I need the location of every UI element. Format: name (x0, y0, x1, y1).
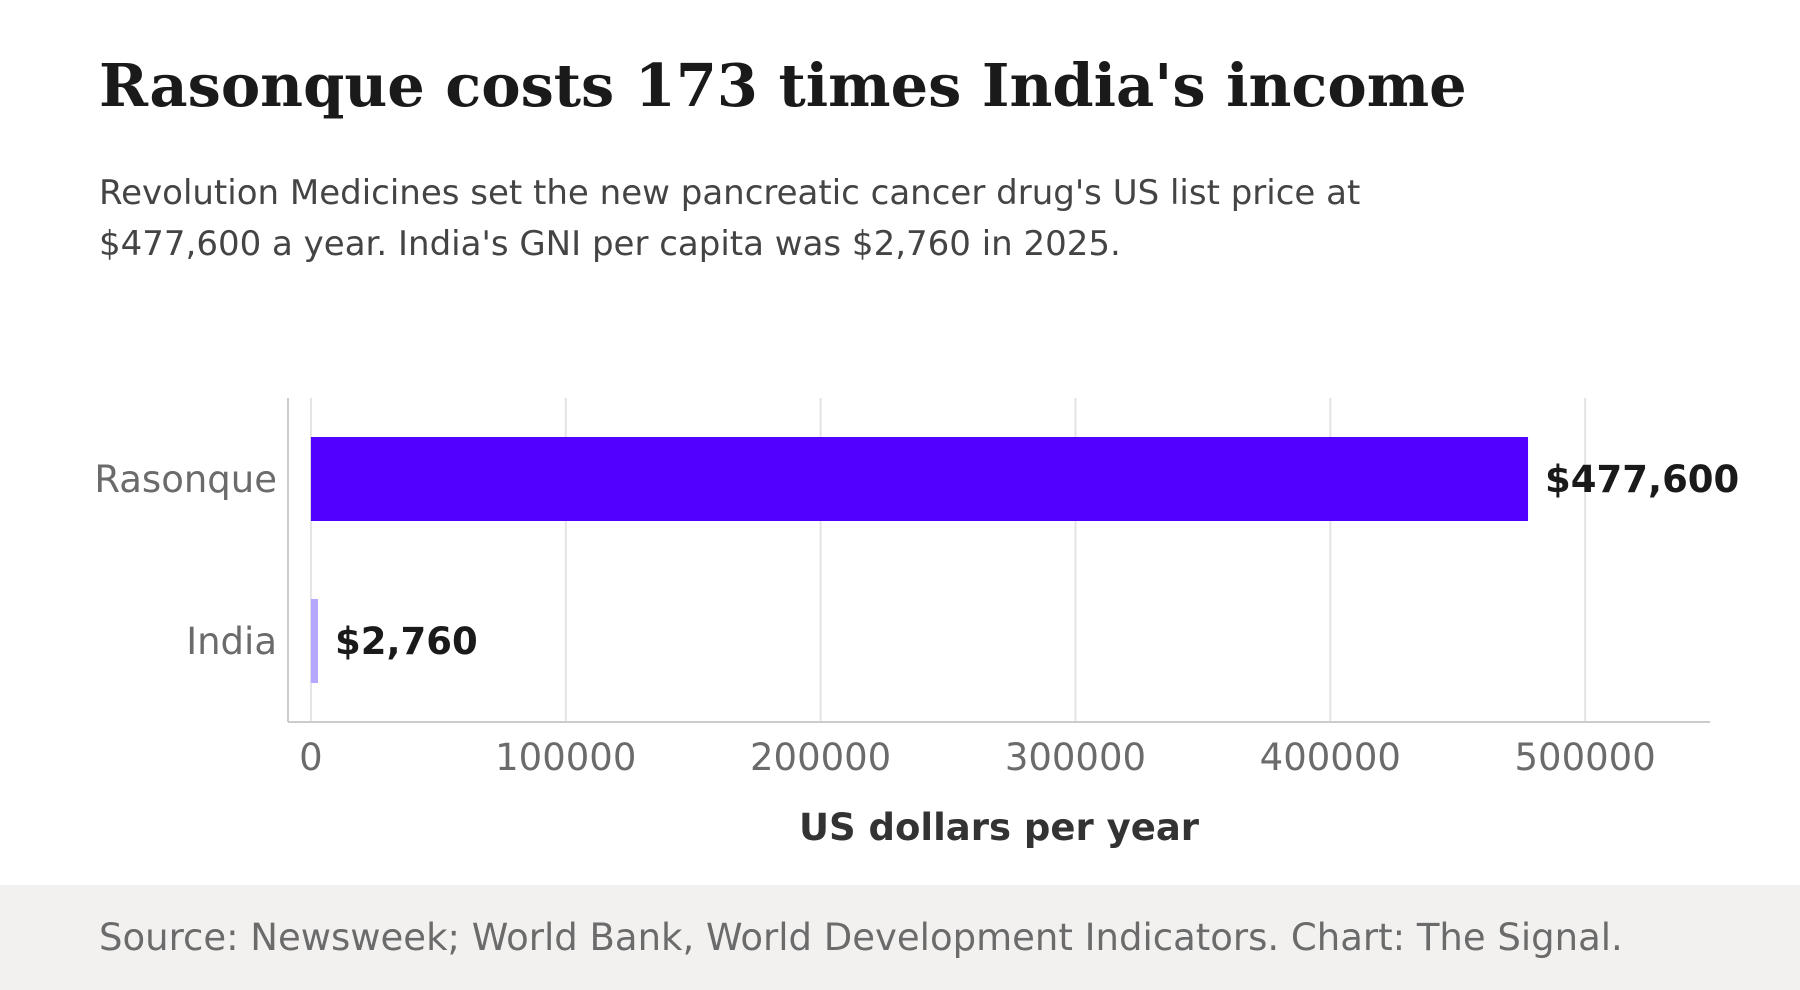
source-note: Source: Newsweek; World Bank, World Deve… (99, 916, 1623, 959)
bar-rasonque (310, 437, 1529, 521)
bar-chart: 0 100000 200000 300000 400000 500000 Rasonque… (94, 398, 1739, 849)
x-tick-label: 500000 (1515, 736, 1656, 779)
value-labels: $477,600 $2,760 (335, 458, 1739, 663)
value-label: $2,760 (335, 620, 478, 663)
footer: Source: Newsweek; World Bank, World Deve… (0, 885, 1800, 990)
category-labels: Rasonque India (94, 458, 277, 663)
value-label: $477,600 (1545, 458, 1739, 501)
chart-title: Rasonque costs 173 times India's income (99, 51, 1467, 120)
x-tick-label: 100000 (495, 736, 636, 779)
chart-subtitle: Revolution Medicines set the new pancrea… (99, 173, 1361, 264)
x-axis-label: US dollars per year (799, 806, 1200, 849)
x-tick-label: 0 (299, 736, 323, 779)
x-tick-label: 200000 (750, 736, 891, 779)
bar-india (310, 599, 318, 683)
bars (310, 437, 1529, 683)
category-label: India (186, 620, 277, 663)
x-tick-labels: 0 100000 200000 300000 400000 500000 (299, 736, 1656, 779)
x-tick-label: 300000 (1005, 736, 1146, 779)
x-tick-label: 400000 (1260, 736, 1401, 779)
category-label: Rasonque (94, 458, 277, 501)
axes (287, 398, 1710, 723)
